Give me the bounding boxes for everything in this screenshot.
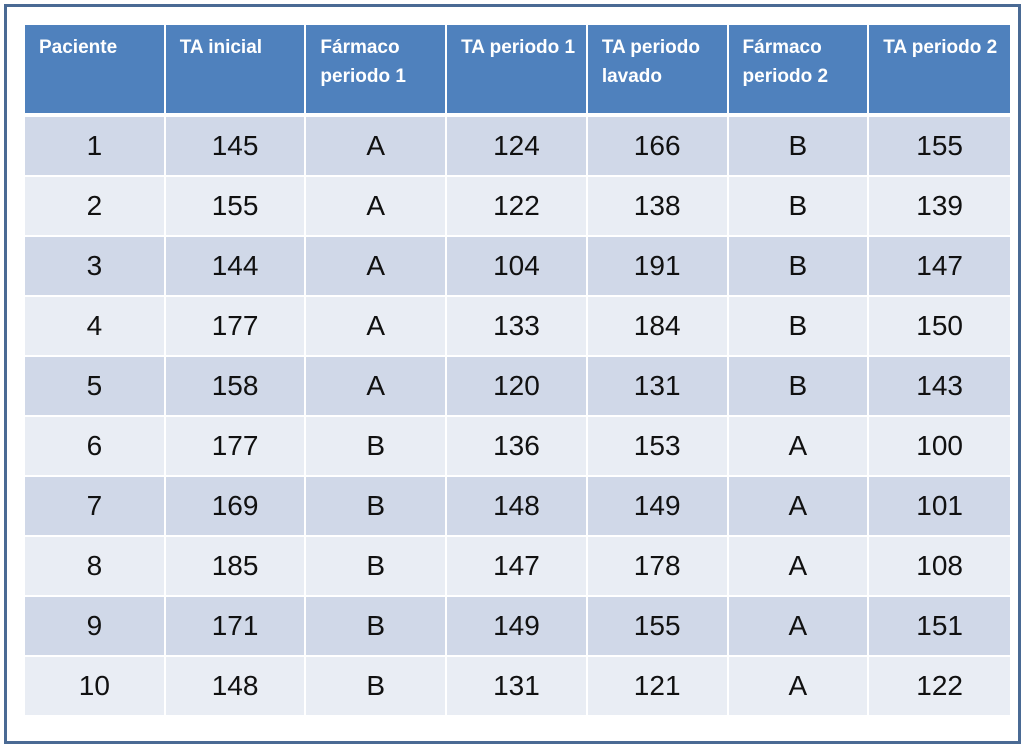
- header-farmaco-periodo-2: Fármaco periodo 2: [728, 25, 870, 117]
- cell-ta-periodo-2: 143: [869, 357, 1010, 417]
- cell-ta-periodo-2: 122: [869, 657, 1010, 717]
- cell-ta-periodo-2: 101: [869, 477, 1010, 537]
- cell-ta-periodo-lavado: 178: [587, 537, 729, 597]
- cell-farmaco-periodo-2: A: [728, 597, 870, 657]
- cell-ta-periodo-2: 108: [869, 537, 1010, 597]
- table-row: 7 169 B 148 149 A 101: [25, 477, 1010, 537]
- cell-farmaco-periodo-1: A: [306, 237, 448, 297]
- cell-ta-periodo-lavado: 166: [587, 117, 729, 177]
- header-paciente: Paciente: [25, 25, 166, 117]
- cell-farmaco-periodo-2: A: [728, 417, 870, 477]
- cell-farmaco-periodo-1: A: [306, 357, 448, 417]
- cell-farmaco-periodo-1: B: [306, 477, 448, 537]
- cell-farmaco-periodo-1: B: [306, 417, 448, 477]
- cell-ta-periodo-lavado: 121: [587, 657, 729, 717]
- table-row: 1 145 A 124 166 B 155: [25, 117, 1010, 177]
- header-row: Paciente TA inicial Fármaco periodo 1 TA…: [25, 25, 1010, 117]
- cell-farmaco-periodo-1: A: [306, 297, 448, 357]
- cell-paciente: 10: [25, 657, 166, 717]
- cell-paciente: 4: [25, 297, 166, 357]
- cell-ta-periodo-1: 120: [447, 357, 588, 417]
- cell-ta-periodo-lavado: 191: [587, 237, 729, 297]
- header-ta-periodo-lavado: TA periodo lavado: [587, 25, 729, 117]
- cell-ta-inicial: 169: [165, 477, 307, 537]
- header-ta-periodo-1: TA periodo 1: [447, 25, 588, 117]
- cell-ta-periodo-1: 136: [447, 417, 588, 477]
- cell-farmaco-periodo-2: A: [728, 477, 870, 537]
- cell-ta-inicial: 177: [165, 297, 307, 357]
- cell-ta-periodo-1: 133: [447, 297, 588, 357]
- cell-ta-inicial: 171: [165, 597, 307, 657]
- cell-ta-periodo-lavado: 131: [587, 357, 729, 417]
- data-table: Paciente TA inicial Fármaco periodo 1 TA…: [25, 25, 1010, 717]
- cell-farmaco-periodo-1: B: [306, 597, 448, 657]
- header-farmaco-periodo-1: Fármaco periodo 1: [306, 25, 448, 117]
- cell-ta-periodo-lavado: 138: [587, 177, 729, 237]
- cell-ta-periodo-lavado: 149: [587, 477, 729, 537]
- cell-ta-periodo-2: 150: [869, 297, 1010, 357]
- cell-ta-periodo-2: 147: [869, 237, 1010, 297]
- table-row: 8 185 B 147 178 A 108: [25, 537, 1010, 597]
- cell-farmaco-periodo-2: A: [728, 537, 870, 597]
- cell-farmaco-periodo-2: B: [728, 357, 870, 417]
- cell-ta-inicial: 148: [165, 657, 307, 717]
- cell-farmaco-periodo-2: B: [728, 237, 870, 297]
- cell-paciente: 9: [25, 597, 166, 657]
- cell-ta-periodo-2: 100: [869, 417, 1010, 477]
- cell-ta-periodo-1: 148: [447, 477, 588, 537]
- cell-ta-periodo-1: 122: [447, 177, 588, 237]
- cell-paciente: 2: [25, 177, 166, 237]
- cell-ta-inicial: 155: [165, 177, 307, 237]
- cell-ta-periodo-lavado: 184: [587, 297, 729, 357]
- cell-farmaco-periodo-1: B: [306, 657, 448, 717]
- cell-farmaco-periodo-2: A: [728, 657, 870, 717]
- cell-paciente: 8: [25, 537, 166, 597]
- cell-farmaco-periodo-2: B: [728, 117, 870, 177]
- table-row: 5 158 A 120 131 B 143: [25, 357, 1010, 417]
- cell-paciente: 3: [25, 237, 166, 297]
- cell-ta-periodo-1: 149: [447, 597, 588, 657]
- cell-ta-inicial: 158: [165, 357, 307, 417]
- cell-ta-inicial: 185: [165, 537, 307, 597]
- header-ta-periodo-2: TA periodo 2: [869, 25, 1010, 117]
- cell-ta-periodo-1: 124: [447, 117, 588, 177]
- cell-ta-inicial: 144: [165, 237, 307, 297]
- cell-farmaco-periodo-1: B: [306, 537, 448, 597]
- cell-ta-periodo-2: 155: [869, 117, 1010, 177]
- cell-ta-periodo-lavado: 153: [587, 417, 729, 477]
- cell-farmaco-periodo-2: B: [728, 297, 870, 357]
- cell-paciente: 7: [25, 477, 166, 537]
- table-row: 4 177 A 133 184 B 150: [25, 297, 1010, 357]
- cell-ta-periodo-2: 151: [869, 597, 1010, 657]
- cell-ta-periodo-lavado: 155: [587, 597, 729, 657]
- cell-ta-periodo-1: 104: [447, 237, 588, 297]
- cell-ta-inicial: 177: [165, 417, 307, 477]
- table-row: 10 148 B 131 121 A 122: [25, 657, 1010, 717]
- table-row: 9 171 B 149 155 A 151: [25, 597, 1010, 657]
- table-body: 1 145 A 124 166 B 155 2 155 A 122 138 B 139 3 144 A 104 19…: [25, 117, 1010, 717]
- cell-farmaco-periodo-1: A: [306, 117, 448, 177]
- table-row: 2 155 A 122 138 B 139: [25, 177, 1010, 237]
- slide-frame: Paciente TA inicial Fármaco periodo 1 TA…: [4, 4, 1021, 744]
- table-row: 6 177 B 136 153 A 100: [25, 417, 1010, 477]
- cell-paciente: 6: [25, 417, 166, 477]
- cell-ta-periodo-1: 131: [447, 657, 588, 717]
- cell-farmaco-periodo-2: B: [728, 177, 870, 237]
- cell-farmaco-periodo-1: A: [306, 177, 448, 237]
- header-ta-inicial: TA inicial: [165, 25, 307, 117]
- cell-ta-periodo-2: 139: [869, 177, 1010, 237]
- cell-paciente: 1: [25, 117, 166, 177]
- cell-ta-periodo-1: 147: [447, 537, 588, 597]
- cell-ta-inicial: 145: [165, 117, 307, 177]
- table-row: 3 144 A 104 191 B 147: [25, 237, 1010, 297]
- cell-paciente: 5: [25, 357, 166, 417]
